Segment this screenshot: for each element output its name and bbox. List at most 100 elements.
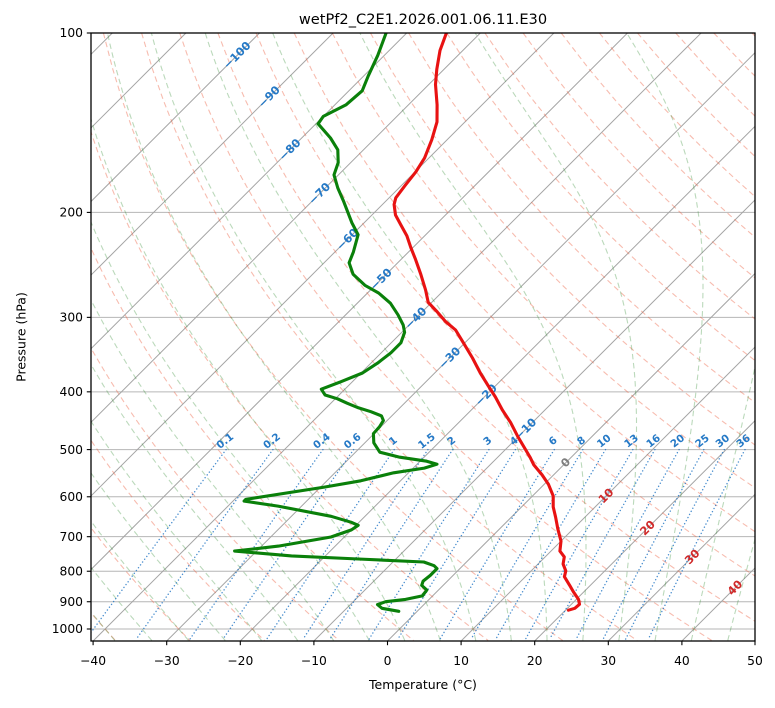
isotherm--90c bbox=[91, 33, 334, 276]
y-tick-label-800: 800 bbox=[60, 564, 83, 578]
mixing-ratio-line-0.2 bbox=[135, 448, 274, 640]
x-axis-label: Temperature (°C) bbox=[369, 677, 477, 692]
y-tick-label-700: 700 bbox=[60, 530, 83, 544]
isotherm--80c bbox=[91, 33, 408, 350]
dry-adiabat bbox=[91, 130, 489, 641]
isotherm--10c bbox=[313, 199, 755, 641]
isotherm--50c bbox=[91, 33, 628, 571]
x-tick-label--40: −40 bbox=[80, 654, 106, 668]
dry-adiabat bbox=[102, 33, 563, 641]
y-tick-label-100: 100 bbox=[60, 26, 83, 40]
mixing-ratio-label-10: 10 bbox=[595, 432, 614, 450]
dry-adiabat bbox=[91, 246, 414, 641]
mixing-ratio-line-6 bbox=[439, 448, 555, 640]
y-tick-labels: 100 200 300 400 500 600 700 800 900 1000 bbox=[52, 26, 83, 636]
x-tick-label--20: −20 bbox=[227, 654, 253, 668]
mixing-ratio-line-36 bbox=[647, 448, 746, 640]
x-tick-label-30: 30 bbox=[600, 654, 616, 668]
mixing-ratio-label-30: 30 bbox=[714, 432, 733, 450]
mixing-ratio-label-16: 16 bbox=[644, 432, 663, 450]
moist-adiabat bbox=[91, 220, 370, 641]
isotherm-lines bbox=[91, 33, 775, 641]
isotherm--60c bbox=[91, 33, 555, 497]
isotherm--70c bbox=[91, 33, 481, 424]
dry-adiabat bbox=[293, 33, 755, 533]
mixing-ratio-label-20: 20 bbox=[668, 432, 687, 450]
dry-adiabat bbox=[255, 33, 755, 577]
temperature-curve bbox=[392, 33, 582, 612]
x-tick-label-0: 0 bbox=[384, 654, 392, 668]
dry-adiabat bbox=[331, 33, 755, 489]
dry-adiabat bbox=[179, 33, 712, 641]
x-tick-label-20: 20 bbox=[527, 654, 543, 668]
mixing-ratio-label-6: 6 bbox=[547, 434, 560, 448]
isotherm--20c bbox=[239, 125, 755, 641]
mixing-ratio-line-8 bbox=[470, 448, 584, 640]
mixing-ratio-line-16 bbox=[549, 448, 656, 640]
isotherm-0c bbox=[387, 272, 755, 641]
y-tick-label-400: 400 bbox=[60, 385, 83, 399]
moist-adiabat bbox=[359, 33, 587, 641]
mixing-ratio-line-10 bbox=[495, 448, 607, 640]
mixing-ratio-line-25 bbox=[602, 448, 705, 640]
dry-adiabat bbox=[91, 347, 340, 641]
x-tick-label-40: 40 bbox=[674, 654, 690, 668]
mixing-ratio-line-4 bbox=[397, 448, 517, 640]
isotherm--30c bbox=[166, 51, 755, 641]
mixing-ratio-label-13: 13 bbox=[622, 432, 641, 450]
dry-adiabat bbox=[91, 439, 265, 641]
moist-adiabat bbox=[106, 33, 441, 641]
moist-adiabat bbox=[91, 117, 406, 641]
mixing-ratio-line-20 bbox=[575, 448, 680, 640]
y-tick-label-900: 900 bbox=[60, 595, 83, 609]
mixing-ratio-line-1.5 bbox=[302, 448, 429, 640]
isotherm-30c bbox=[607, 493, 755, 641]
moist-adiabat bbox=[626, 33, 704, 641]
x-ticks bbox=[92, 641, 756, 646]
moist-adiabat bbox=[150, 33, 477, 641]
moist-adiabat bbox=[272, 33, 548, 641]
mixing-ratio-labels: 0.1 0.2 0.4 0.6 1 1.5 2 3 4 6 8 10 13 16 20 25 30 36 bbox=[214, 431, 753, 452]
isotherm-20c bbox=[534, 419, 755, 641]
isotherm-10c bbox=[460, 346, 755, 641]
y-axis-label: Pressure (hPa) bbox=[13, 292, 29, 382]
dry-adiabat bbox=[446, 33, 755, 362]
x-tick-label--30: −30 bbox=[154, 654, 180, 668]
y-tick-label-600: 600 bbox=[60, 490, 83, 504]
moist-adiabat bbox=[91, 471, 226, 641]
mixing-ratio-line-0.6 bbox=[222, 448, 355, 640]
moist-adiabat bbox=[727, 537, 755, 641]
mixing-ratio-label-1: 1 bbox=[387, 434, 400, 448]
mixing-ratio-label-0.1: 0.1 bbox=[214, 431, 236, 452]
x-tick-labels: −40 −30 −20 −10 0 10 20 30 40 50 bbox=[80, 654, 763, 668]
y-tick-label-1000: 1000 bbox=[52, 622, 83, 636]
y-ticks bbox=[86, 32, 91, 630]
y-tick-label-500: 500 bbox=[60, 443, 83, 457]
isotherm-label--100: −100 bbox=[221, 39, 254, 72]
isotherm-50c bbox=[756, 33, 775, 641]
dry-adiabat bbox=[408, 33, 755, 404]
isotherm--40c bbox=[92, 33, 702, 641]
moist-adiabat bbox=[690, 364, 755, 641]
mixing-ratio-label-1.5: 1.5 bbox=[416, 431, 438, 452]
x-tick-label-10: 10 bbox=[453, 654, 469, 668]
dry-adiabat bbox=[713, 33, 755, 77]
moist-adiabat bbox=[474, 33, 638, 641]
isotherm--100c bbox=[91, 33, 260, 203]
moist-adiabats bbox=[91, 33, 755, 641]
mixing-ratio-label-25: 25 bbox=[693, 432, 712, 450]
mixing-ratio-lines bbox=[91, 448, 746, 640]
mixing-ratio-label-3: 3 bbox=[481, 434, 494, 448]
y-tick-label-200: 200 bbox=[60, 206, 83, 220]
moist-adiabat bbox=[91, 420, 262, 641]
dry-adiabat bbox=[217, 33, 755, 622]
mixing-ratio-line-30 bbox=[624, 448, 725, 640]
moist-adiabat bbox=[91, 520, 190, 641]
x-tick-label-50: 50 bbox=[747, 654, 763, 668]
x-tick-label--10: −10 bbox=[301, 654, 327, 668]
mixing-ratio-label-36: 36 bbox=[734, 432, 753, 450]
dry-adiabat bbox=[141, 33, 638, 641]
dry-adiabat bbox=[560, 33, 755, 238]
moist-adiabat bbox=[204, 33, 512, 641]
